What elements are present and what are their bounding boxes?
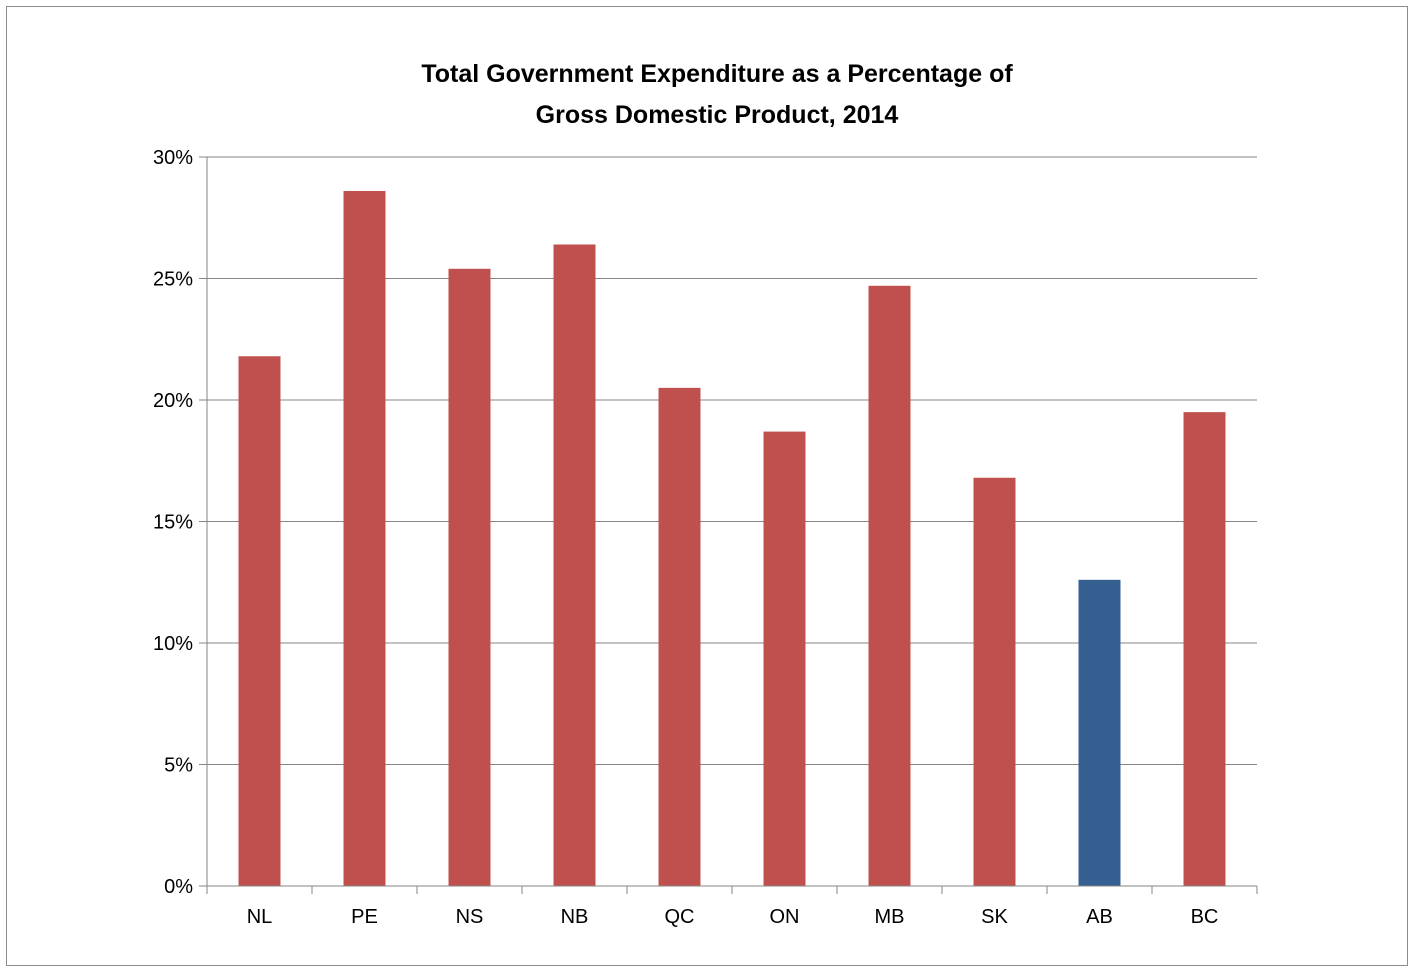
x-tick-labels: NL PE NS NB QC ON MB SK AB BC bbox=[247, 906, 1219, 928]
y-tick-label: 30% bbox=[153, 147, 193, 169]
y-tick-label: 10% bbox=[153, 633, 193, 655]
bar-ab bbox=[1078, 579, 1121, 886]
x-tick-label: SK bbox=[981, 906, 1008, 928]
axes bbox=[199, 156, 1258, 894]
bar-nl bbox=[238, 356, 281, 886]
bar-on bbox=[763, 431, 806, 886]
x-tick-label: PE bbox=[351, 906, 378, 928]
chart-title: Total Government Expenditure as a Percen… bbox=[421, 60, 1013, 129]
y-tick-label: 15% bbox=[153, 512, 193, 534]
x-tick-label: QC bbox=[665, 906, 695, 928]
x-tick-label: AB bbox=[1086, 906, 1113, 928]
bars bbox=[238, 191, 1226, 887]
x-tick-label: BC bbox=[1191, 906, 1219, 928]
bar-mb bbox=[868, 285, 911, 886]
y-tick-label: 0% bbox=[164, 876, 193, 898]
y-tick-label: 20% bbox=[153, 390, 193, 412]
x-tick-label: ON bbox=[770, 906, 800, 928]
bar-ns bbox=[448, 268, 491, 886]
bar-nb bbox=[553, 244, 596, 887]
chart-title-line-1: Total Government Expenditure as a Percen… bbox=[421, 60, 1013, 88]
x-tick-label: NB bbox=[561, 906, 589, 928]
bar-qc bbox=[658, 387, 701, 886]
bar-pe bbox=[343, 191, 386, 886]
x-tick-label: NS bbox=[456, 906, 484, 928]
chart-title-line-2: Gross Domestic Product, 2014 bbox=[536, 101, 899, 129]
y-tick-labels: 0% 5% 10% 15% 20% 25% 30% bbox=[153, 147, 193, 898]
x-tick-label: NL bbox=[247, 906, 273, 928]
bar-sk bbox=[973, 477, 1016, 886]
y-tick-label: 5% bbox=[164, 755, 193, 777]
x-tick-label: MB bbox=[875, 906, 905, 928]
y-tick-label: 25% bbox=[153, 269, 193, 291]
bar-bc bbox=[1183, 412, 1226, 886]
